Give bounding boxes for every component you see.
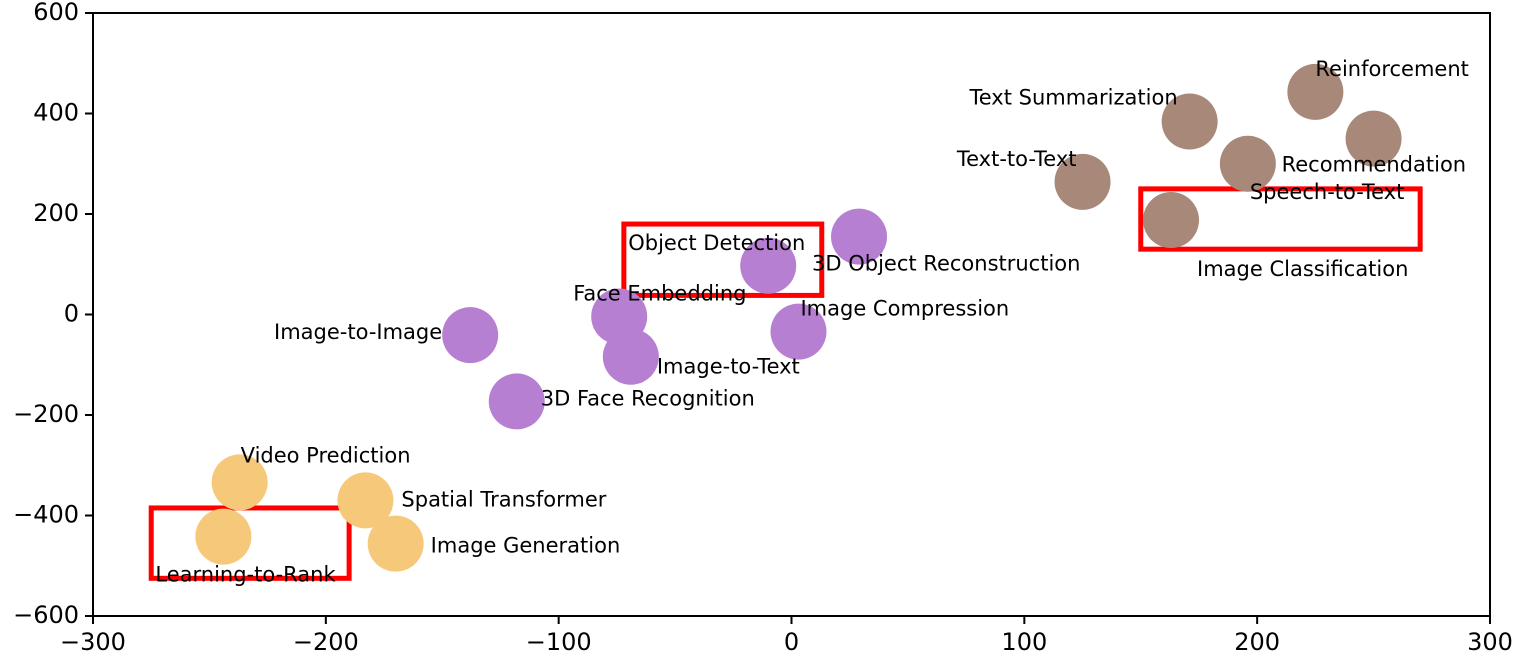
x-tick-label: −200	[293, 628, 359, 656]
scatter-point	[602, 328, 659, 385]
scatter-point	[770, 303, 827, 360]
scatter-point	[337, 472, 394, 529]
y-tick-label: −400	[13, 501, 79, 529]
point-label: Face Embedding	[573, 282, 746, 306]
scatter-point	[740, 237, 797, 294]
point-label: Image Compression	[800, 297, 1009, 321]
point-label: 3D Face Recognition	[541, 386, 755, 410]
axes: −300 −200 −100 0 100 200 300 −600 −400 −200 0 200 40…	[13, 0, 1513, 656]
y-tick-label: 600	[33, 0, 79, 26]
point-label: Recommendation	[1282, 153, 1467, 177]
x-tick-label: 0	[784, 628, 799, 656]
point-label: Spatial Transformer	[401, 487, 606, 511]
point-label: Image-to-Image	[274, 320, 442, 344]
scatter-point	[1054, 153, 1111, 210]
point-label: Text Summarization	[968, 86, 1177, 110]
point-label: Speech-to-Text	[1250, 180, 1405, 204]
point-label: Reinforcement	[1315, 57, 1469, 81]
point-label: Text-to-Text	[956, 147, 1077, 171]
point-label: Object Detection	[628, 231, 805, 255]
point-labels: Reinforcement Text Summarization Recommend…	[155, 57, 1469, 587]
x-tick-label: 100	[1001, 628, 1047, 656]
point-label: Video Prediction	[241, 443, 411, 467]
x-tick-label: −300	[60, 628, 126, 656]
scatter-point	[1161, 93, 1218, 150]
scatter-point	[442, 307, 499, 364]
point-label: Image-to-Text	[657, 355, 800, 379]
point-label: 3D Object Reconstruction	[812, 252, 1080, 276]
highlight-box	[621, 221, 825, 298]
y-tick-label: −600	[13, 601, 79, 629]
scatter-point	[1219, 135, 1276, 192]
x-tick-label: 300	[1467, 628, 1513, 656]
scatter-point	[195, 508, 252, 565]
highlight-box	[1138, 186, 1423, 252]
scatter-point	[1143, 192, 1200, 249]
scatter-point	[1345, 110, 1402, 167]
scatter-point	[211, 454, 268, 511]
data-points	[195, 63, 1402, 572]
scatter-point	[367, 515, 424, 572]
y-tick-label: 200	[33, 199, 79, 227]
x-tick-label: 200	[1234, 628, 1280, 656]
x-tick-label: −100	[526, 628, 592, 656]
point-label: Image Generation	[431, 534, 621, 558]
scatter-point	[831, 208, 888, 265]
point-label: Image Classification	[1197, 257, 1408, 281]
y-tick-label: −200	[13, 400, 79, 428]
scatter-point	[488, 373, 545, 430]
y-tick-label: 400	[33, 99, 79, 127]
scatter-point	[1287, 63, 1344, 120]
point-label: Learning-to-Rank	[155, 563, 336, 587]
y-tick-label: 0	[64, 300, 79, 328]
